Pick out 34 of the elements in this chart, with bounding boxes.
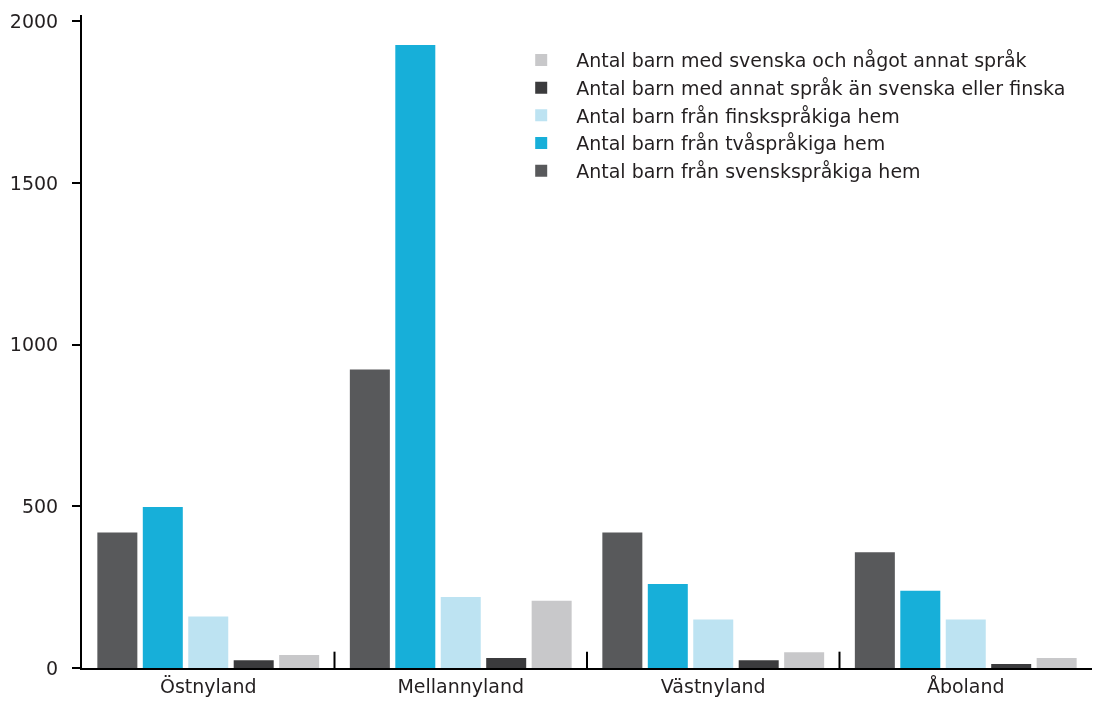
bar [854,552,895,668]
legend-label: Antal barn med svenska och något annat språk [576,49,1027,72]
bar [233,660,274,668]
x-tick-label: Åboland [926,674,1005,697]
x-tick-label: Östnyland [159,674,257,697]
bar [693,619,734,668]
y-tick-label: 1500 [9,171,59,194]
y-tick-label: 2000 [9,10,59,33]
y-tick-label: 500 [21,495,59,518]
bar [440,596,481,668]
legend-label: Antal barn från svenskspråkiga hem [576,160,921,183]
bar [395,45,436,668]
legend-label: Antal barn med annat språk än svenska eller finska [576,77,1066,100]
bar [945,619,986,668]
bar [738,660,779,668]
bar [647,583,688,668]
bar [991,664,1032,668]
bar [602,532,643,668]
bar [1036,657,1077,668]
bar [142,507,183,668]
y-tick-label: 0 [46,656,59,679]
x-tick-label: Mellannyland [397,674,525,697]
legend-label: Antal barn från finskspråkiga hem [576,104,900,127]
bar [900,590,941,668]
bar [486,657,527,668]
y-tick-label: 1000 [9,333,59,356]
bar [784,652,825,668]
bar [188,616,229,668]
legend-label: Antal barn från tvåspråkiga hem [576,132,886,155]
bar [531,600,572,668]
bar [349,369,390,668]
x-tick-label: Västnyland [660,674,766,697]
bar [279,655,320,668]
bar [97,532,138,668]
